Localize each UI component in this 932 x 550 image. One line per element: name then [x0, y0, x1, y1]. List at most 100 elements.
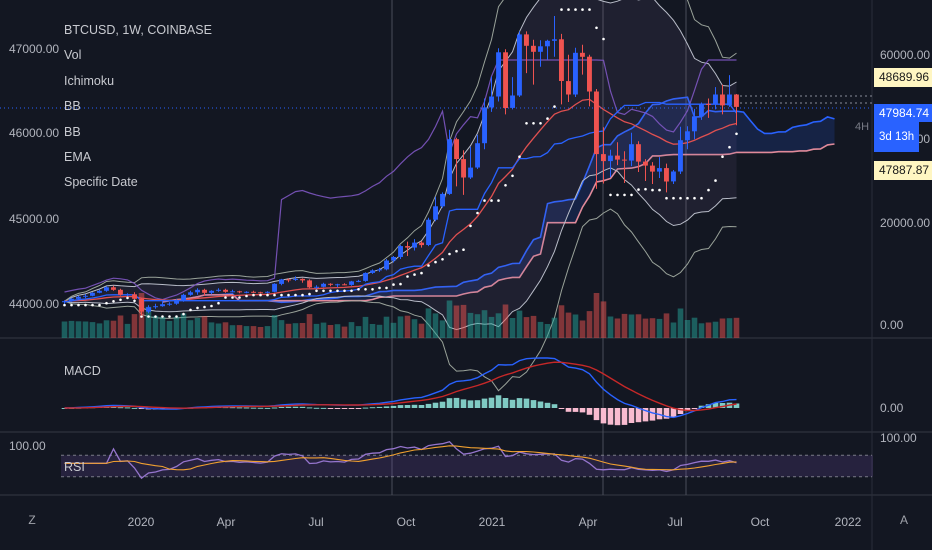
- rsi-left-tick: 100.00: [9, 439, 46, 453]
- psar-dot: [161, 315, 164, 318]
- psar-dot: [441, 258, 444, 261]
- psar-dot: [182, 312, 185, 316]
- macd-histogram-bar: [537, 401, 544, 408]
- macd-histogram-bar: [453, 397, 460, 408]
- psar-dot: [280, 293, 283, 297]
- psar-dot: [427, 264, 430, 267]
- rsi-label[interactable]: RSI: [64, 460, 85, 474]
- candle-body: [251, 291, 256, 293]
- candlestick-series: [62, 16, 739, 316]
- candle-body: [685, 131, 690, 141]
- candle-body: [580, 52, 585, 57]
- candle-body: [139, 298, 144, 312]
- volume-bar: [425, 308, 432, 338]
- macd-histogram-bar: [719, 403, 726, 408]
- volume-bar: [334, 324, 341, 338]
- legend-symbol[interactable]: BTCUSD, 1W, COINBASE: [64, 23, 212, 37]
- psar-dot: [595, 26, 598, 30]
- volume-bar: [495, 313, 502, 338]
- ichimoku-span-b: [162, 143, 835, 303]
- candle-body: [629, 144, 634, 161]
- macd-signal-line: [64, 361, 737, 412]
- volume-bar: [383, 316, 390, 338]
- auto-scale-button[interactable]: A: [899, 513, 908, 527]
- macd-histogram-bar: [488, 397, 495, 408]
- psar-dot: [364, 288, 367, 291]
- candle-body: [153, 306, 158, 308]
- volume-bar: [110, 320, 117, 338]
- legend-indicator-ema[interactable]: EMA: [64, 150, 92, 165]
- legend-indicator-bb[interactable]: BB: [64, 99, 81, 114]
- psar-dot: [532, 122, 535, 125]
- macd-histogram-bar: [733, 403, 740, 408]
- psar-dot: [609, 193, 612, 197]
- volume-bar: [649, 318, 656, 338]
- candle-body: [174, 300, 179, 304]
- price-tag-countdown[interactable]: 3d 13h: [874, 122, 920, 152]
- psar-dot: [574, 8, 577, 11]
- candle-body: [636, 144, 641, 162]
- candle-body: [405, 246, 410, 248]
- volume-bar: [103, 320, 110, 338]
- volume-bar: [656, 318, 663, 338]
- volume-bar: [663, 313, 670, 338]
- macd-histogram-bar: [551, 404, 558, 408]
- price-tag-low[interactable]: 47887.87: [874, 161, 932, 180]
- candle-body: [692, 116, 697, 132]
- psar-dot: [392, 283, 395, 286]
- price-tag-last[interactable]: 47984.74: [874, 104, 932, 122]
- macd-label[interactable]: MACD: [64, 364, 101, 378]
- candle-body: [279, 279, 284, 284]
- candle-body: [377, 269, 382, 271]
- legend-indicator-specific-date[interactable]: Specific Date: [64, 175, 138, 190]
- psar-dot: [721, 155, 724, 158]
- psar-dot: [483, 199, 486, 202]
- volume-bar: [215, 323, 222, 338]
- volume-bar: [341, 326, 348, 338]
- macd-histogram-bar: [516, 398, 523, 408]
- macd-histogram-bar: [642, 408, 649, 422]
- candle-body: [237, 291, 242, 293]
- legend-indicator-bb-2[interactable]: BB: [64, 124, 81, 139]
- macd-histogram-bar: [614, 408, 621, 426]
- volume-bar: [376, 324, 383, 338]
- candle-body: [188, 292, 193, 295]
- volume-bar: [75, 321, 82, 338]
- legend-indicator-ichimoku[interactable]: Ichimoku: [64, 73, 115, 88]
- psar-dot: [525, 122, 528, 125]
- volume-bar: [530, 315, 537, 338]
- volume-bar: [642, 318, 649, 338]
- psar-dot: [728, 145, 731, 149]
- candle-body: [433, 206, 438, 220]
- candle-body: [587, 56, 592, 92]
- right-axis-tick: 20000.00: [880, 216, 931, 230]
- macd-histogram-bar: [334, 408, 341, 409]
- psar-dot: [294, 293, 297, 297]
- psar-dot: [511, 174, 514, 178]
- candle-body: [517, 34, 522, 96]
- left-axis-tick: 47000.00: [9, 42, 60, 56]
- zoom-button[interactable]: Z: [28, 513, 36, 527]
- time-axis-label: Oct: [397, 515, 416, 529]
- price-tag-high[interactable]: 48689.96: [874, 68, 932, 87]
- psar-dot: [112, 300, 115, 303]
- volume-bar: [621, 313, 628, 338]
- ichimoku-cloud-fill: [162, 97, 835, 303]
- candle-body: [202, 289, 207, 293]
- macd-histogram-bar: [698, 405, 705, 408]
- plot-background: [0, 0, 872, 550]
- volume-bar: [607, 316, 614, 338]
- candle-body: [62, 301, 67, 303]
- psar-dot: [588, 8, 591, 11]
- candle-body: [209, 290, 214, 293]
- macd-histogram-bar: [495, 395, 502, 408]
- candle-body: [272, 283, 277, 292]
- volume-bar: [670, 322, 677, 338]
- candle-body: [300, 278, 305, 281]
- volume-bar: [439, 320, 446, 338]
- candle-body: [132, 294, 137, 299]
- psar-dot: [210, 304, 213, 308]
- legend-indicator-vol[interactable]: Vol: [64, 48, 82, 63]
- volume-bar: [117, 315, 124, 338]
